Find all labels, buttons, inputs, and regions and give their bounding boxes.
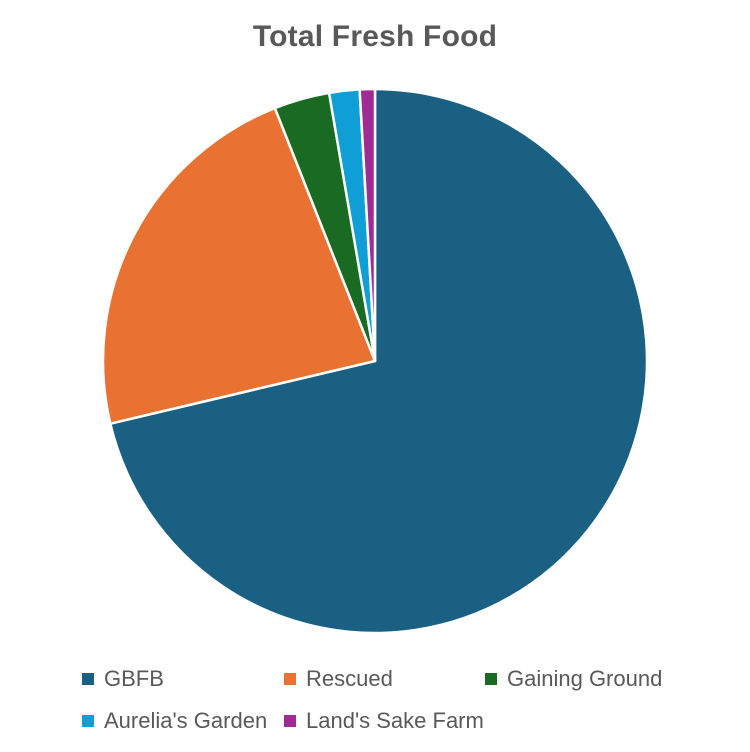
pie-slice-lands-sake-farm bbox=[358, 87, 377, 363]
pie-slice-gbfb bbox=[109, 87, 649, 635]
legend-label-gbfb: GBFB bbox=[104, 666, 164, 691]
legend-label-lands-sake-farm: Land's Sake Farm bbox=[306, 708, 484, 733]
legend-item-aurelias-garden: Aurelia's Garden bbox=[82, 708, 267, 734]
legend-swatch-lands-sake-farm bbox=[284, 715, 296, 727]
legend-label-rescued: Rescued bbox=[306, 666, 393, 691]
legend-item-lands-sake-farm: Land's Sake Farm bbox=[284, 708, 484, 734]
legend-swatch-gbfb bbox=[82, 673, 94, 685]
pie-slice-rescued bbox=[101, 106, 377, 425]
legend-item-rescued: Rescued bbox=[284, 666, 393, 692]
chart-title: Total Fresh Food bbox=[252, 20, 498, 53]
legend-swatch-gaining-ground bbox=[485, 673, 497, 685]
legend-item-gaining-ground: Gaining Ground bbox=[485, 666, 662, 692]
legend-label-aurelias-garden: Aurelia's Garden bbox=[104, 708, 268, 733]
legend-swatch-aurelias-garden bbox=[82, 715, 94, 727]
legend-swatch-rescued bbox=[284, 673, 296, 685]
legend-item-gbfb: GBFB bbox=[82, 666, 164, 692]
legend-label-gaining-ground: Gaining Ground bbox=[507, 666, 663, 691]
